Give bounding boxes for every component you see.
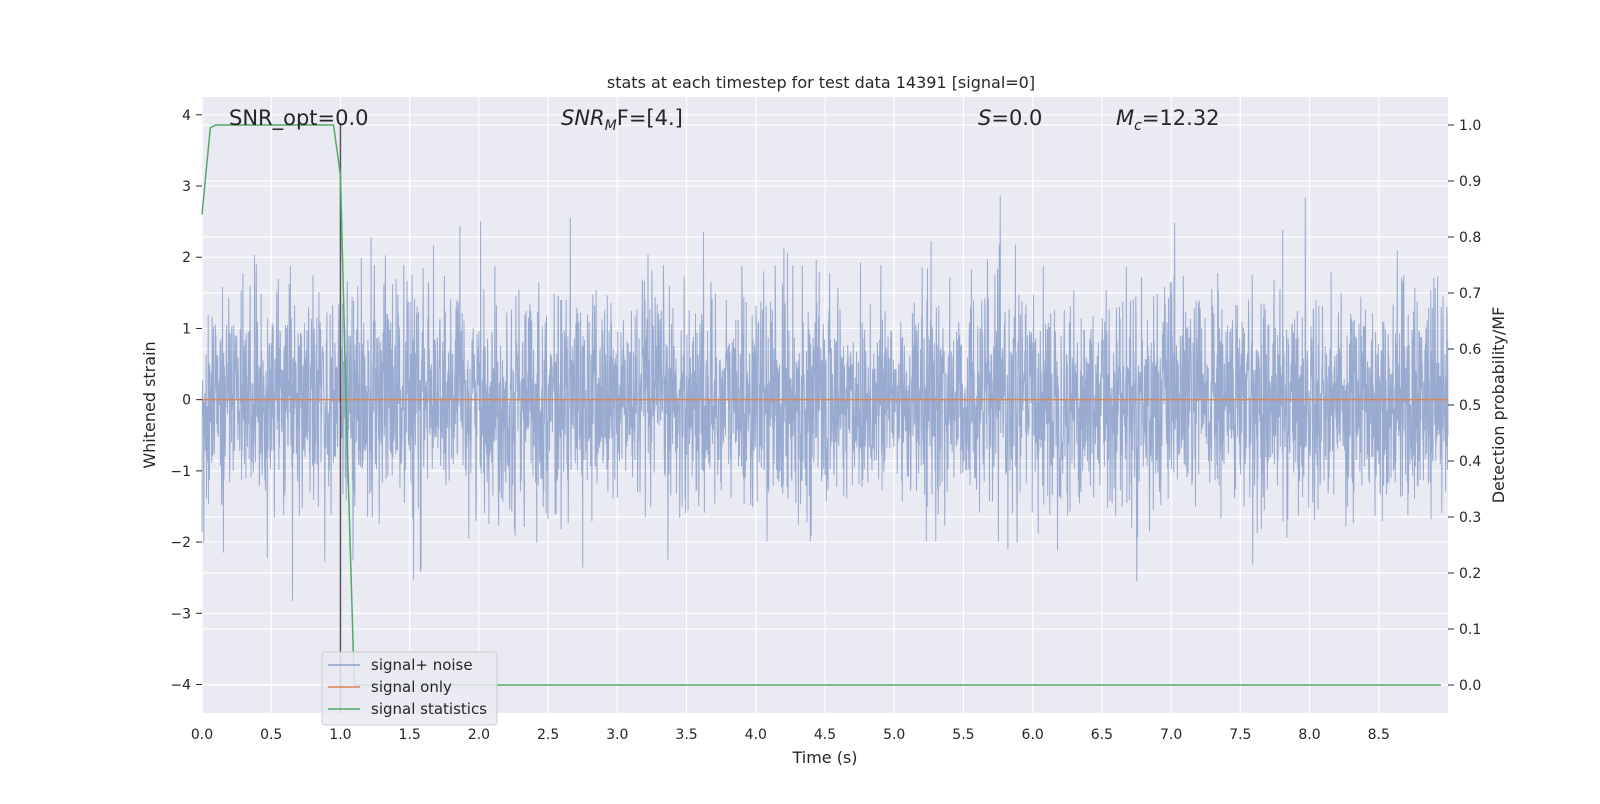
y-tick-label: −4	[170, 678, 191, 694]
annotation-mc: Mc=12.32	[1116, 106, 1220, 134]
x-tick-label: 0.5	[260, 727, 282, 743]
y-tick-label: −3	[170, 606, 191, 622]
annotation-s: S=0.0	[978, 106, 1042, 130]
x-ticks: 0.0 0.5 1.0 1.5 2.0 2.5 3.0 3.5 4.0 4.5 5.0 5.5 6.0 6…	[191, 727, 1390, 743]
y-right-tick-label: 0.9	[1459, 174, 1481, 190]
y-right-tick-label: 1.0	[1459, 118, 1481, 134]
x-tick-label: 7.0	[1160, 727, 1182, 743]
y-tick-label: 0	[182, 393, 191, 409]
annotation-snr-mf-rest: F=[4.]	[617, 106, 683, 130]
y-ticks-right: 1.0 0.9 0.8 0.7 0.6 0.5 0.4 0.3 0.2 0.1 0.0	[1448, 118, 1481, 694]
x-tick-label: 8.0	[1298, 727, 1320, 743]
y-tick-label: 2	[182, 250, 191, 266]
x-tick-label: 3.5	[675, 727, 697, 743]
y-right-tick-label: 0.0	[1459, 678, 1481, 694]
series-lines	[201, 123, 1448, 713]
x-tick-label: 2.0	[468, 727, 490, 743]
y-right-tick-label: 0.3	[1459, 510, 1481, 526]
legend-box	[321, 651, 498, 726]
legend-label-signal-statistics: signal statistics	[371, 700, 487, 718]
y-tick-label: 1	[182, 321, 191, 337]
annotation-s-rest: =0.0	[991, 106, 1042, 130]
legend-label-signal-noise: signal+ noise	[371, 656, 473, 674]
x-tick-label: 1.0	[329, 727, 351, 743]
y-right-tick-label: 0.7	[1459, 286, 1481, 302]
annotation-snr-opt: SNR_opt=0.0	[229, 106, 369, 131]
y-tick-label: 3	[182, 179, 191, 195]
x-tick-label: 3.0	[606, 727, 628, 743]
annotation-mc-sub: c	[1134, 118, 1142, 134]
x-tick-label: 6.5	[1091, 727, 1113, 743]
x-tick-label: 7.5	[1229, 727, 1251, 743]
legend: signal+ noise signal only signal statist…	[321, 651, 498, 726]
x-tick-label: 2.5	[537, 727, 559, 743]
series-line-signal-noise	[201, 195, 1449, 602]
y-right-tick-label: 0.8	[1459, 230, 1481, 246]
y-axis-label: Whitened strain	[140, 341, 159, 468]
y-axis-label-right: Detection probability/MF	[1489, 307, 1508, 504]
legend-label-signal-only: signal only	[371, 678, 452, 696]
y-tick-label: −2	[170, 535, 191, 551]
y-right-tick-label: 0.6	[1459, 342, 1481, 358]
series-line-signal-statistics	[201, 124, 1442, 686]
x-tick-label: 1.5	[399, 727, 421, 743]
x-tick-label: 6.0	[1022, 727, 1044, 743]
series-signal-noise	[201, 195, 1449, 602]
annotation-mc-main: M	[1116, 106, 1134, 130]
annotation-mc-rest: =12.32	[1142, 106, 1220, 130]
x-tick-label: 4.5	[814, 727, 836, 743]
x-tick-label: 8.5	[1368, 727, 1390, 743]
annotation-snr-mf: SNRMF=[4.]	[561, 106, 683, 134]
annotation-s-main: S	[978, 106, 991, 130]
x-tick-label: 5.0	[883, 727, 905, 743]
x-tick-label: 0.0	[191, 727, 213, 743]
y-right-tick-label: 0.5	[1459, 398, 1481, 414]
y-right-tick-label: 0.2	[1459, 566, 1481, 582]
x-axis-label: Time (s)	[791, 748, 857, 767]
annotation-snr-mf-sub: M	[605, 118, 617, 134]
y-tick-label: 4	[182, 108, 191, 124]
chart-title: stats at each timestep for test data 143…	[607, 73, 1035, 92]
y-right-tick-label: 0.4	[1459, 454, 1481, 470]
x-tick-label: 4.0	[745, 727, 767, 743]
y-right-tick-label: 0.1	[1459, 622, 1481, 638]
x-tick-label: 5.5	[952, 727, 974, 743]
annotation-snr-mf-main: SNR	[561, 106, 605, 130]
y-ticks-left: 4 3 2 1 0 −1 −2 −3 −4	[170, 108, 202, 694]
y-tick-label: −1	[170, 464, 191, 480]
